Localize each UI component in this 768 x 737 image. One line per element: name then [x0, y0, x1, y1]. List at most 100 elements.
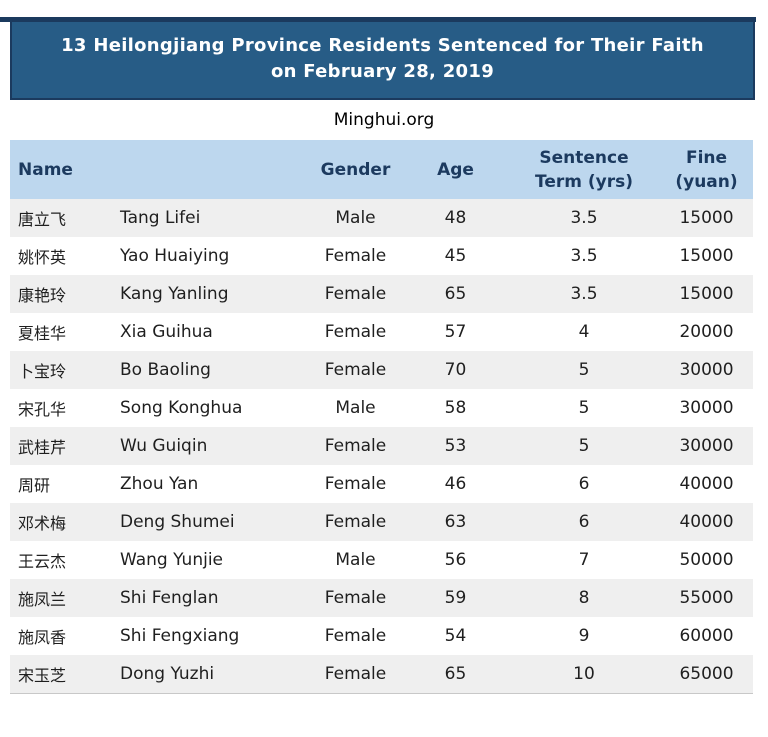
cell-fine: 50000	[679, 550, 734, 570]
title-line1: 13 Heilongjiang Province Residents Sente…	[61, 34, 704, 56]
cell-age: 63	[444, 512, 467, 532]
cell-sentence-term: 6	[578, 512, 590, 532]
cell-gender: Female	[324, 246, 387, 266]
cell-age: 65	[444, 664, 467, 684]
top-border-bar	[0, 17, 756, 22]
sentenced-residents-table: Name Gender Age Sentence Term (yrs) Fine…	[10, 140, 753, 694]
cell-sentence-term: 6	[578, 474, 590, 494]
cell-sentence-term: 7	[578, 550, 590, 570]
cell-name-chinese: 宋玉芝	[18, 666, 67, 685]
cell-age: 53	[444, 436, 467, 456]
cell-age: 45	[444, 246, 467, 266]
col-header-sentence-term: Sentence Term (yrs)	[508, 146, 660, 194]
table-row: 唐立飞 Tang Lifei Male 48 3.5 15000	[10, 199, 753, 237]
col-header-age: Age	[437, 159, 474, 180]
cell-name-english: Song Konghua	[120, 398, 243, 418]
table-row: 施凤香 Shi Fengxiang Female 54 9 60000	[10, 617, 753, 655]
cell-name-english: Dong Yuzhi	[120, 664, 215, 684]
cell-fine: 60000	[679, 626, 734, 646]
table-row: 宋孔华 Song Konghua Male 58 5 30000	[10, 389, 753, 427]
cell-sentence-term: 3.5	[570, 208, 598, 228]
table-row: 邓术梅 Deng Shumei Female 63 6 40000	[10, 503, 753, 541]
table-row: 宋玉芝 Dong Yuzhi Female 65 10 65000	[10, 655, 753, 693]
cell-name-chinese: 唐立飞	[18, 210, 67, 229]
cell-age: 65	[444, 284, 467, 304]
cell-name-english: Wang Yunjie	[120, 550, 223, 570]
cell-gender: Female	[324, 664, 387, 684]
cell-gender: Male	[335, 398, 376, 418]
cell-name-english: Kang Yanling	[120, 284, 229, 304]
table-row: 王云杰 Wang Yunjie Male 56 7 50000	[10, 541, 753, 579]
cell-gender: Female	[324, 588, 387, 608]
table-row: 周研 Zhou Yan Female 46 6 40000	[10, 465, 753, 503]
cell-gender: Male	[335, 208, 376, 228]
table-row: 康艳玲 Kang Yanling Female 65 3.5 15000	[10, 275, 753, 313]
cell-gender: Female	[324, 360, 387, 380]
cell-fine: 30000	[679, 360, 734, 380]
cell-sentence-term: 4	[578, 322, 590, 342]
cell-gender: Female	[324, 322, 387, 342]
cell-age: 46	[444, 474, 467, 494]
cell-name-chinese: 邓术梅	[18, 514, 67, 533]
cell-name-english: Tang Lifei	[120, 208, 201, 228]
cell-name-english: Xia Guihua	[120, 322, 213, 342]
col-header-fine-line1: Fine	[685, 147, 728, 168]
cell-sentence-term: 3.5	[570, 246, 598, 266]
cell-fine: 30000	[679, 398, 734, 418]
cell-age: 70	[444, 360, 467, 380]
cell-age: 57	[444, 322, 467, 342]
cell-fine: 15000	[679, 284, 734, 304]
cell-fine: 40000	[679, 512, 734, 532]
cell-sentence-term: 9	[578, 626, 590, 646]
cell-gender: Male	[335, 550, 376, 570]
cell-fine: 40000	[679, 474, 734, 494]
cell-age: 59	[444, 588, 467, 608]
cell-fine: 30000	[679, 436, 734, 456]
cell-name-chinese: 姚怀英	[18, 248, 67, 267]
cell-fine: 15000	[679, 208, 734, 228]
table-row: 武桂芹 Wu Guiqin Female 53 5 30000	[10, 427, 753, 465]
col-header-name: Name	[18, 159, 73, 180]
table-header-row: Name Gender Age Sentence Term (yrs) Fine…	[10, 140, 753, 199]
cell-name-english: Bo Baoling	[120, 360, 211, 380]
cell-age: 54	[444, 626, 467, 646]
cell-gender: Female	[324, 474, 387, 494]
table-row: 卜宝玲 Bo Baoling Female 70 5 30000	[10, 351, 753, 389]
cell-name-chinese: 武桂芹	[18, 438, 67, 457]
col-header-fine: Fine (yuan)	[660, 146, 753, 194]
cell-fine: 65000	[679, 664, 734, 684]
col-header-gender: Gender	[320, 159, 391, 180]
cell-sentence-term: 5	[578, 360, 590, 380]
table-row: 夏桂华 Xia Guihua Female 57 4 20000	[10, 313, 753, 351]
table-body: 唐立飞 Tang Lifei Male 48 3.5 15000 姚怀英 Yao Huaiyi…	[10, 199, 753, 694]
cell-fine: 55000	[679, 588, 734, 608]
col-header-fine-line2: (yuan)	[675, 171, 738, 192]
cell-name-english: Yao Huaiying	[120, 246, 230, 266]
cell-sentence-term: 10	[573, 664, 595, 684]
cell-name-chinese: 夏桂华	[18, 324, 67, 343]
title-line2: on February 28, 2019	[270, 60, 495, 82]
cell-name-chinese: 卜宝玲	[18, 362, 67, 381]
cell-gender: Female	[324, 626, 387, 646]
cell-fine: 20000	[679, 322, 734, 342]
cell-sentence-term: 5	[578, 436, 590, 456]
cell-name-english: Wu Guiqin	[120, 436, 208, 456]
cell-name-chinese: 宋孔华	[18, 400, 67, 419]
col-header-sentence-term-line2: Term (yrs)	[534, 171, 633, 192]
cell-name-chinese: 康艳玲	[18, 286, 67, 305]
table-row: 姚怀英 Yao Huaiying Female 45 3.5 15000	[10, 237, 753, 275]
title-banner: 13 Heilongjiang Province Residents Sente…	[10, 17, 755, 100]
source-attribution: Minghui.org	[333, 110, 435, 130]
cell-name-english: Deng Shumei	[120, 512, 235, 532]
cell-sentence-term: 3.5	[570, 284, 598, 304]
cell-gender: Female	[324, 436, 387, 456]
cell-gender: Female	[324, 284, 387, 304]
cell-gender: Female	[324, 512, 387, 532]
table-row: 施凤兰 Shi Fenglan Female 59 8 55000	[10, 579, 753, 617]
cell-age: 58	[444, 398, 467, 418]
cell-name-chinese: 王云杰	[18, 552, 67, 571]
cell-name-chinese: 施凤兰	[18, 590, 67, 609]
cell-age: 48	[444, 208, 467, 228]
cell-name-english: Shi Fenglan	[120, 588, 219, 608]
cell-name-english: Zhou Yan	[120, 474, 199, 494]
